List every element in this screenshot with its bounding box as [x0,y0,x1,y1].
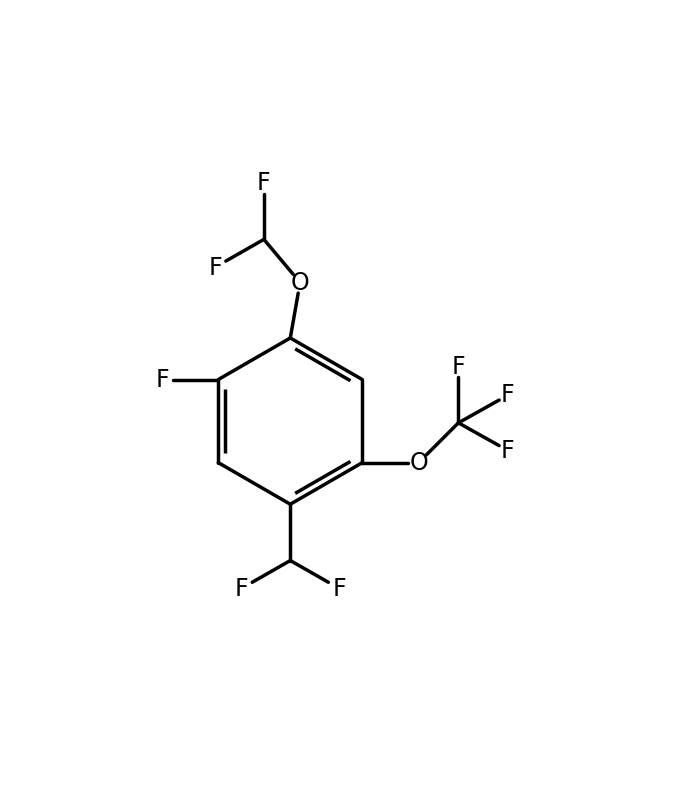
Text: F: F [500,439,514,463]
Text: F: F [208,256,222,280]
Text: O: O [291,270,309,294]
Text: F: F [452,354,465,379]
Text: F: F [332,577,346,601]
Text: F: F [155,367,169,391]
Text: F: F [235,577,248,601]
Text: F: F [257,171,271,195]
Text: O: O [409,451,428,475]
Text: F: F [500,383,514,407]
